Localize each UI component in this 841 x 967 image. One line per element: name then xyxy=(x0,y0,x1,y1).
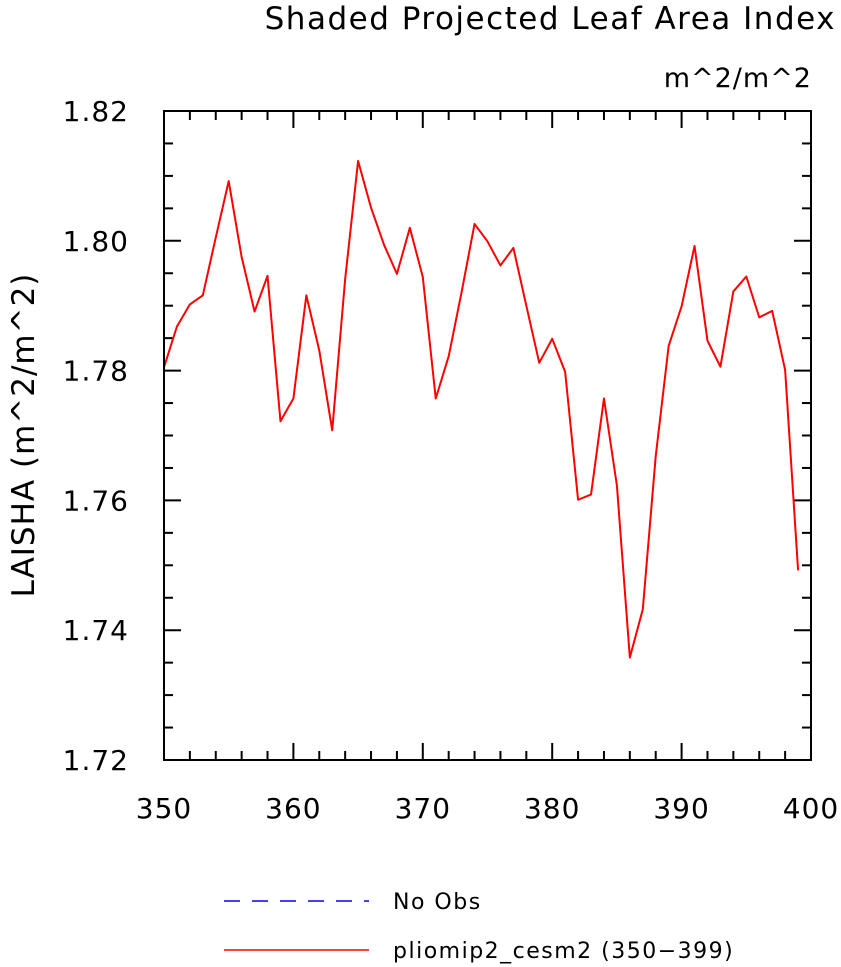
data-point xyxy=(422,276,424,278)
plot-frame xyxy=(163,110,812,761)
data-point xyxy=(473,223,476,225)
x-tick-label: 400 xyxy=(783,792,839,825)
chart-title: Shaded Projected Leaf Area Index xyxy=(265,1,836,37)
data-point xyxy=(538,362,541,364)
data-point xyxy=(616,484,618,487)
data-point xyxy=(641,608,644,611)
data-point xyxy=(693,245,696,247)
y-tick-label: 1.72 xyxy=(63,744,129,777)
y-tick-label: 1.78 xyxy=(63,355,129,388)
data-point xyxy=(240,256,243,258)
data-point xyxy=(447,355,450,358)
data-point xyxy=(176,325,178,328)
data-point xyxy=(357,160,359,162)
data-point xyxy=(331,429,334,432)
data-point xyxy=(279,420,282,423)
y-tick-label: 1.74 xyxy=(63,614,129,647)
data-point xyxy=(577,498,579,501)
x-tick-label: 370 xyxy=(395,792,451,825)
x-tick-labels: 350 360 370 380 390 400 xyxy=(136,792,839,825)
data-point xyxy=(590,493,592,496)
data-point xyxy=(434,397,437,400)
data-point xyxy=(680,305,683,308)
data-point xyxy=(396,273,398,275)
data-point xyxy=(292,397,295,400)
data-point xyxy=(499,264,502,267)
legend-label: No Obs xyxy=(393,890,482,915)
data-point xyxy=(227,180,230,182)
data-point xyxy=(344,278,346,280)
x-tick-label: 350 xyxy=(136,792,192,825)
data-point xyxy=(486,240,489,243)
y-tick-label: 1.82 xyxy=(63,95,129,128)
y-tick-label: 1.80 xyxy=(63,225,129,258)
data-point xyxy=(706,339,709,342)
data-point xyxy=(745,275,748,278)
data-point xyxy=(460,291,463,293)
x-tick-label: 380 xyxy=(524,792,580,825)
data-point xyxy=(758,316,761,319)
data-point xyxy=(409,227,411,229)
data-point xyxy=(603,397,605,400)
data-point xyxy=(253,310,256,313)
data-point xyxy=(305,294,308,297)
data-point xyxy=(771,310,773,312)
series-line xyxy=(163,159,800,659)
data-point xyxy=(383,243,385,246)
x-tick-label: 390 xyxy=(653,792,709,825)
data-point xyxy=(551,337,553,340)
data-point xyxy=(525,304,528,307)
data-point xyxy=(629,656,631,659)
data-point xyxy=(797,569,799,571)
data-point xyxy=(512,247,515,249)
data-point xyxy=(189,303,191,306)
data-point xyxy=(318,349,321,352)
y-axis-label: LAISHA (m^2/m^2) xyxy=(6,273,42,598)
y-tick-labels: 1.72 1.74 1.76 1.78 1.80 1.82 xyxy=(63,95,129,777)
data-point xyxy=(370,206,372,209)
legend: No Obs pliomip2_cesm2 (350−399) xyxy=(224,890,734,964)
y-tick-label: 1.76 xyxy=(63,484,129,517)
data-point xyxy=(266,275,269,277)
data-point xyxy=(719,365,722,368)
x-tick-label: 360 xyxy=(265,792,321,825)
units-label: m^2/m^2 xyxy=(664,63,812,94)
data-point xyxy=(564,371,566,373)
series-layer xyxy=(163,159,800,659)
data-point xyxy=(732,290,735,293)
data-point xyxy=(667,345,670,347)
axis-ticks xyxy=(163,110,812,761)
data-point xyxy=(202,294,204,297)
data-point xyxy=(784,369,786,371)
legend-label: pliomip2_cesm2 (350−399) xyxy=(393,939,734,964)
data-point xyxy=(654,455,657,458)
data-point xyxy=(214,236,217,239)
